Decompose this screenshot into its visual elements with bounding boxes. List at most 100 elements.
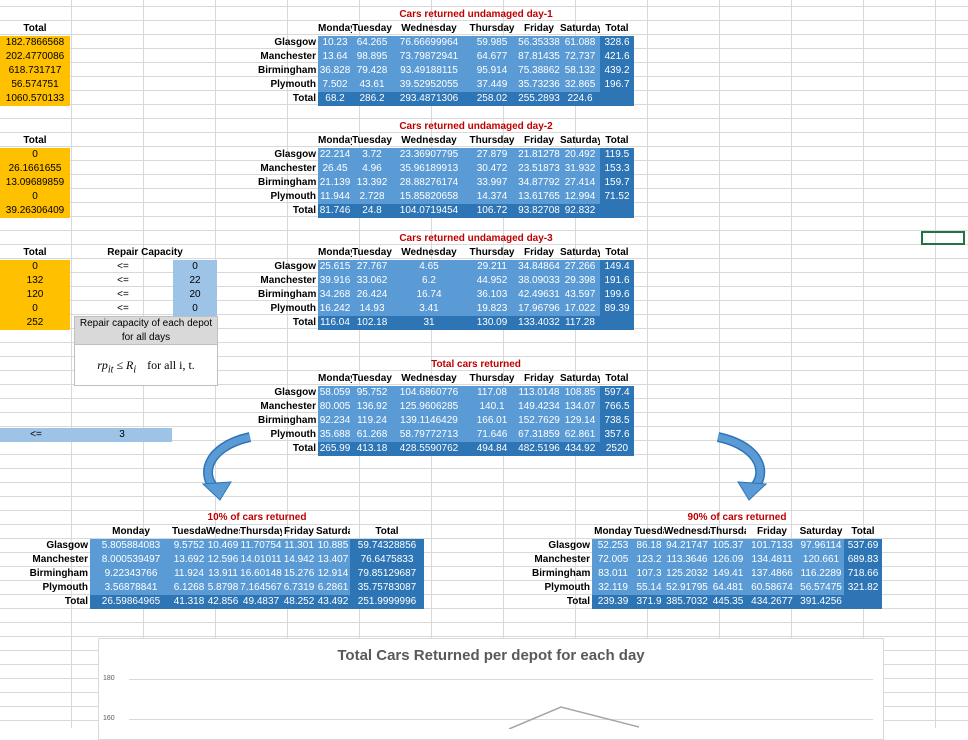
value-cell[interactable]: 9.5752	[172, 539, 206, 553]
value-cell[interactable]: 14.942	[282, 553, 316, 567]
value-cell[interactable]: 83.011	[592, 567, 634, 581]
value-cell[interactable]: 16.242	[318, 302, 352, 316]
value-cell[interactable]: 61.088	[560, 36, 600, 50]
value-cell[interactable]: 224.6	[560, 92, 600, 106]
value-cell[interactable]: 136.92	[352, 400, 392, 414]
value-cell[interactable]: 3.72	[352, 148, 392, 162]
value-cell[interactable]: 689.83	[844, 553, 882, 567]
value-cell[interactable]: 13.407	[316, 553, 350, 567]
value-cell[interactable]: 62.861	[560, 428, 600, 442]
total-cell[interactable]: 13.09689859	[0, 176, 70, 190]
value-cell[interactable]: 117.28	[560, 316, 600, 330]
value-cell[interactable]: 52.91795	[664, 581, 710, 595]
value-cell[interactable]: 55.14	[634, 581, 664, 595]
value-cell[interactable]: 56.57475	[798, 581, 844, 595]
value-cell[interactable]: 39.52952055	[392, 78, 466, 92]
value-cell[interactable]	[600, 92, 634, 106]
value-cell[interactable]: 31	[392, 316, 466, 330]
value-cell[interactable]: 43.61	[352, 78, 392, 92]
value-cell[interactable]: 17.022	[560, 302, 600, 316]
value-cell[interactable]: 79.428	[352, 64, 392, 78]
value-cell[interactable]: 64.481	[710, 581, 746, 595]
selected-cell[interactable]	[921, 231, 965, 245]
value-cell[interactable]: 293.4871306	[392, 92, 466, 106]
value-cell[interactable]: 94.21747	[664, 539, 710, 553]
value-cell[interactable]: 434.92	[560, 442, 600, 456]
value-cell[interactable]: 328.6	[600, 36, 634, 50]
total-cell[interactable]: 0	[0, 302, 70, 316]
value-cell[interactable]: 33.997	[466, 176, 518, 190]
value-cell[interactable]: 27.879	[466, 148, 518, 162]
value-cell[interactable]: 16.60148	[240, 567, 282, 581]
value-cell[interactable]: 255.2893	[518, 92, 560, 106]
value-cell[interactable]: 120.661	[798, 553, 844, 567]
value-cell[interactable]: 5.8798	[206, 581, 240, 595]
value-cell[interactable]: 2.728	[352, 190, 392, 204]
value-cell[interactable]	[600, 204, 634, 218]
value-cell[interactable]: 81.746	[318, 204, 352, 218]
value-cell[interactable]: 86.18	[634, 539, 664, 553]
capacity-cell[interactable]: 22	[173, 274, 217, 288]
chart-area[interactable]: Total Cars Returned per depot for each d…	[98, 638, 884, 740]
value-cell[interactable]: 22.214	[318, 148, 352, 162]
value-cell[interactable]: 97.96114	[798, 539, 844, 553]
total-cell[interactable]: 120	[0, 288, 70, 302]
value-cell[interactable]: 59.74328856	[350, 539, 424, 553]
value-cell[interactable]: 140.1	[466, 400, 518, 414]
value-cell[interactable]: 14.01011	[240, 553, 282, 567]
value-cell[interactable]: 321.82	[844, 581, 882, 595]
value-cell[interactable]: 152.7629	[518, 414, 560, 428]
value-cell[interactable]: 494.84	[466, 442, 518, 456]
value-cell[interactable]: 113.0148	[518, 386, 560, 400]
value-cell[interactable]: 89.39	[600, 302, 634, 316]
value-cell[interactable]: 30.472	[466, 162, 518, 176]
value-cell[interactable]: 117.08	[466, 386, 518, 400]
value-cell[interactable]: 119.24	[352, 414, 392, 428]
value-cell[interactable]: 72.005	[592, 553, 634, 567]
value-cell[interactable]: 6.7319	[282, 581, 316, 595]
value-cell[interactable]: 766.5	[600, 400, 634, 414]
value-cell[interactable]: 153.3	[600, 162, 634, 176]
value-cell[interactable]: 58.79772713	[392, 428, 466, 442]
value-cell[interactable]: 108.85	[560, 386, 600, 400]
value-cell[interactable]: 95.752	[352, 386, 392, 400]
value-cell[interactable]: 76.6475833	[350, 553, 424, 567]
value-cell[interactable]: 5.805884083	[90, 539, 172, 553]
capacity-cell[interactable]: 0	[173, 302, 217, 316]
value-cell[interactable]: 371.9	[634, 595, 664, 609]
value-cell[interactable]: 12.596	[206, 553, 240, 567]
value-cell[interactable]: 23.51873	[518, 162, 560, 176]
value-cell[interactable]: 133.4032	[518, 316, 560, 330]
value-cell[interactable]: 11.944	[318, 190, 352, 204]
value-cell[interactable]: 41.318	[172, 595, 206, 609]
total-cell[interactable]: 1060.570133	[0, 92, 70, 106]
value-cell[interactable]: 42.49631	[518, 288, 560, 302]
value-cell[interactable]: 73.79872941	[392, 50, 466, 64]
value-cell[interactable]: 130.09	[466, 316, 518, 330]
value-cell[interactable]: 37.449	[466, 78, 518, 92]
value-cell[interactable]: 39.916	[318, 274, 352, 288]
value-cell[interactable]	[844, 595, 882, 609]
value-cell[interactable]: 27.767	[352, 260, 392, 274]
value-cell[interactable]: 3.56878841	[90, 581, 172, 595]
value-cell[interactable]: 59.985	[466, 36, 518, 50]
value-cell[interactable]: 42.856	[206, 595, 240, 609]
value-cell[interactable]: 239.39	[592, 595, 634, 609]
value-cell[interactable]: 60.58674	[746, 581, 798, 595]
value-cell[interactable]: 32.119	[592, 581, 634, 595]
value-cell[interactable]: 27.266	[560, 260, 600, 274]
value-cell[interactable]: 49.4837	[240, 595, 282, 609]
value-cell[interactable]: 25.615	[318, 260, 352, 274]
value-cell[interactable]: 24.8	[352, 204, 392, 218]
constraint-value[interactable]: 3	[72, 428, 172, 442]
value-cell[interactable]: 718.66	[844, 567, 882, 581]
value-cell[interactable]: 14.374	[466, 190, 518, 204]
value-cell[interactable]: 13.61765	[518, 190, 560, 204]
value-cell[interactable]: 104.0719454	[392, 204, 466, 218]
value-cell[interactable]: 32.865	[560, 78, 600, 92]
value-cell[interactable]	[600, 316, 634, 330]
value-cell[interactable]: 93.82708	[518, 204, 560, 218]
value-cell[interactable]: 107.3	[634, 567, 664, 581]
value-cell[interactable]: 11.301	[282, 539, 316, 553]
value-cell[interactable]: 27.414	[560, 176, 600, 190]
